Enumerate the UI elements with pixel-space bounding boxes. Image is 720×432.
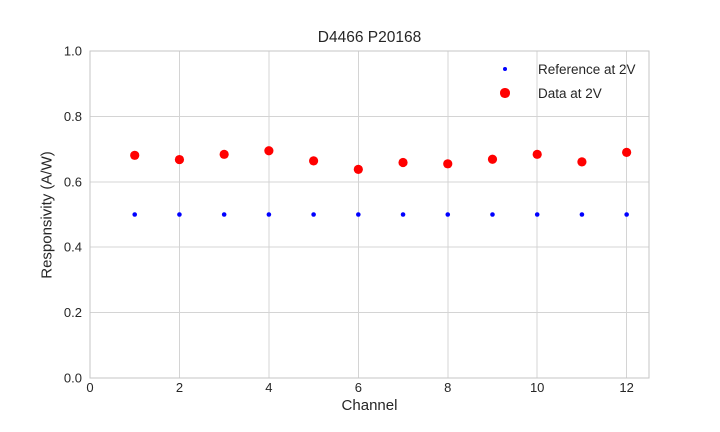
x-tick-label: 10 [530, 380, 544, 395]
x-axis-label: Channel [341, 397, 398, 414]
y-tick-label: 1.0 [64, 44, 82, 59]
legend-entry-reference: Reference at 2V [496, 57, 636, 81]
x-tick-label: 2 [176, 380, 183, 395]
reference-data-point [490, 212, 495, 217]
reference-data-point [177, 212, 182, 217]
reference-data-point [221, 212, 227, 217]
y-tick-label: 0.0 [64, 371, 82, 386]
legend-marker-box [496, 88, 514, 98]
reference-marker-icon [502, 66, 508, 72]
data-point [353, 164, 363, 174]
legend-label-data: Data at 2V [538, 85, 602, 101]
y-tick-label: 0.8 [64, 109, 82, 124]
legend-label-reference: Reference at 2V [538, 61, 636, 77]
plot-border [89, 50, 650, 379]
chart-title: D4466 P20168 [317, 29, 422, 46]
reference-data-point [534, 212, 540, 217]
data-point [264, 146, 274, 156]
reference-data-point [311, 212, 316, 217]
data-marker-icon [500, 88, 510, 98]
data-point [309, 156, 319, 166]
x-tick-label: 0 [86, 380, 93, 395]
reference-data-point [356, 212, 361, 217]
data-point [622, 147, 632, 157]
data-point [130, 150, 140, 160]
reference-data-point [132, 212, 138, 217]
data-point [219, 149, 229, 159]
reference-data-point [266, 212, 272, 217]
legend-marker-box [496, 66, 514, 72]
data-point [577, 157, 587, 167]
y-tick-label: 0.6 [64, 174, 82, 189]
x-tick-label: 12 [619, 380, 633, 395]
reference-data-point [579, 212, 585, 217]
data-point [174, 154, 185, 165]
data-point [398, 157, 408, 168]
x-tick-label: 4 [265, 380, 272, 395]
reference-data-point [624, 212, 629, 217]
y-tick-label: 0.4 [64, 240, 82, 255]
x-tick-label: 8 [444, 380, 451, 395]
y-tick-label: 0.2 [64, 305, 82, 320]
legend-entry-data: Data at 2V [496, 81, 636, 105]
x-tick-label: 6 [355, 380, 362, 395]
reference-data-point [400, 212, 406, 217]
data-point [532, 149, 542, 159]
legend: Reference at 2V Data at 2V [496, 57, 636, 105]
reference-data-point [445, 212, 451, 217]
data-point [487, 154, 498, 164]
data-point [443, 159, 453, 169]
